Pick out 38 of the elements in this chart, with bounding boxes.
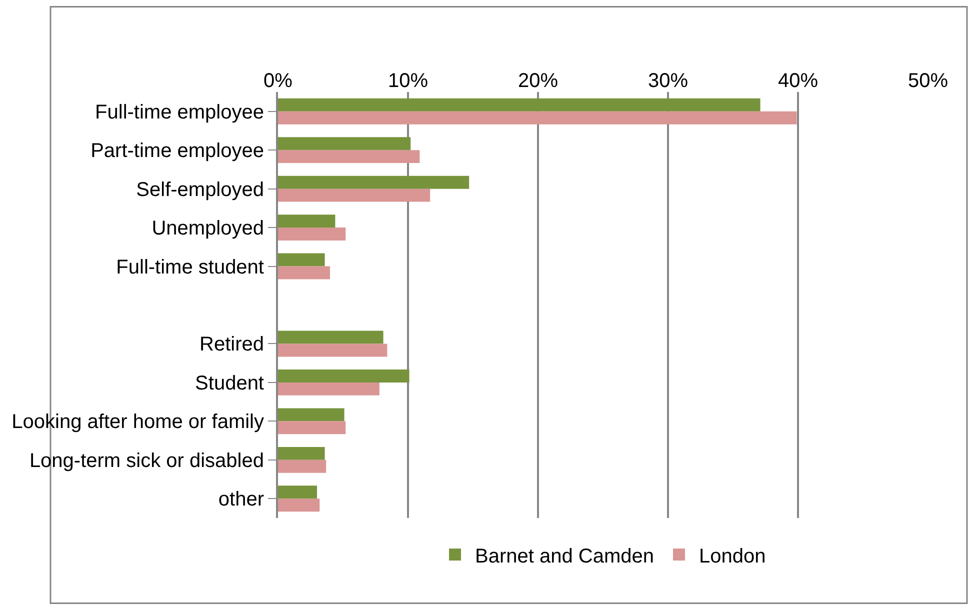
y-tick-label: Looking after home or family: [12, 411, 264, 434]
bar: [278, 460, 326, 473]
y-tick-label: Retired: [200, 334, 264, 356]
bar: [278, 382, 380, 396]
y-tick-label: Unemployed: [152, 218, 264, 240]
bar: [278, 446, 325, 460]
bar: [278, 228, 346, 241]
bar: [278, 330, 384, 344]
bar: [278, 408, 344, 422]
y-tick-label: Self-employed: [136, 178, 264, 201]
y-tick-label: other: [218, 488, 264, 511]
bar: [278, 150, 420, 164]
bar: [278, 176, 470, 189]
y-tick-label: Full-time employee: [95, 101, 264, 124]
bar: [278, 214, 336, 228]
bar: [278, 137, 411, 150]
y-tick-label: Long-term sick or disabled: [29, 450, 264, 472]
x-tick-label: 40%: [778, 70, 818, 92]
bar: [278, 369, 410, 382]
x-tick-label: 50%: [908, 70, 948, 92]
legend-label: London: [699, 545, 766, 568]
x-tick-label: 0%: [264, 70, 293, 92]
bar: [278, 486, 317, 499]
bar: [278, 111, 797, 124]
bar: [278, 188, 430, 202]
bar: [278, 498, 320, 512]
x-tick-label: 30%: [648, 70, 688, 92]
y-tick-label: Part-time employee: [90, 140, 264, 162]
bar: [278, 344, 388, 357]
x-tick-label: 10%: [388, 70, 428, 92]
bar: [278, 421, 346, 434]
y-tick-label: Full-time student: [116, 256, 264, 278]
bar: [278, 98, 760, 112]
legend-label: Barnet and Camden: [475, 545, 654, 568]
bar: [278, 253, 325, 266]
y-tick-label: Student: [195, 372, 264, 394]
x-tick-label: 20%: [518, 70, 558, 92]
bar: [278, 266, 330, 280]
